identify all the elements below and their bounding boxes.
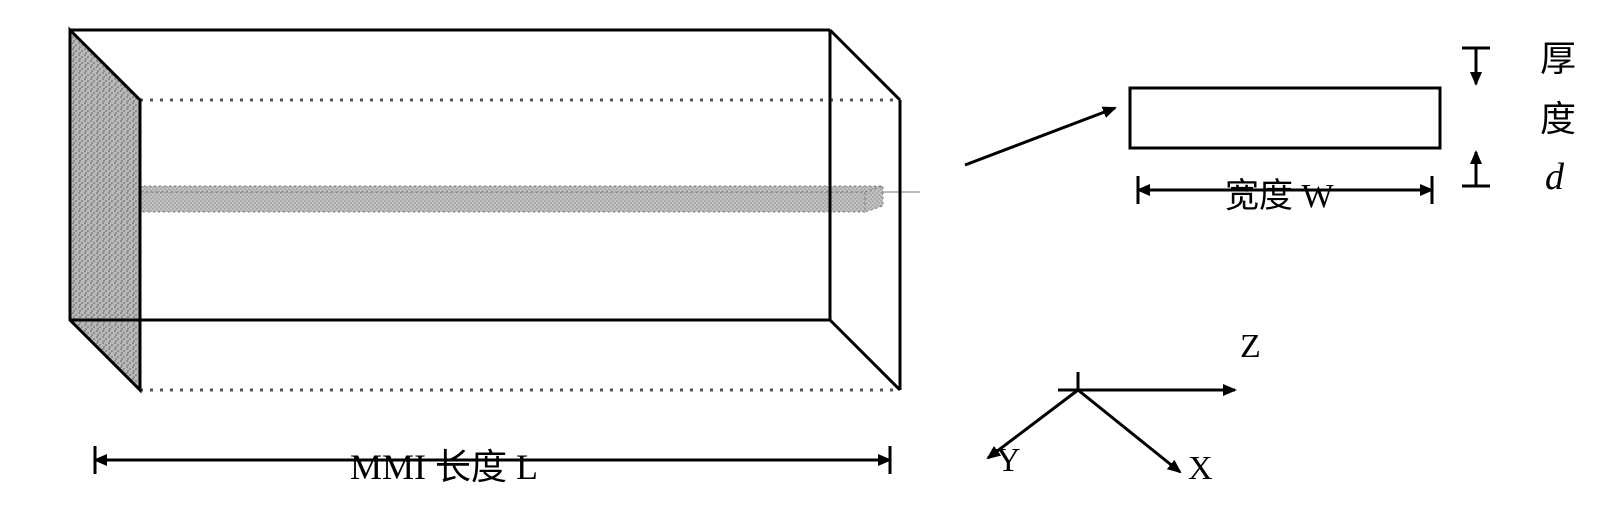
cross-section-rect xyxy=(1130,88,1440,148)
diagram-svg xyxy=(0,0,1620,511)
axis-x-label: X xyxy=(1188,450,1213,488)
waveguide-core xyxy=(100,186,920,212)
callout-arrow xyxy=(965,108,1115,165)
box-left-face xyxy=(70,30,140,390)
thickness-label-2: 度 xyxy=(1540,90,1576,142)
axis-z-label: Z xyxy=(1240,328,1261,366)
thickness-d: d xyxy=(1545,155,1564,199)
axis-y-label: Y xyxy=(996,442,1021,480)
thickness-label-1: 厚 xyxy=(1540,30,1576,82)
diagram-canvas: MMI 长度 L 宽度 W 厚 度 d Z X Y xyxy=(0,0,1620,511)
thickness-dim xyxy=(1462,48,1490,186)
width-label: 宽度 W xyxy=(1225,168,1334,217)
box-hidden-edges xyxy=(140,100,900,390)
mmi-length-label: MMI 长度 L xyxy=(350,438,538,490)
